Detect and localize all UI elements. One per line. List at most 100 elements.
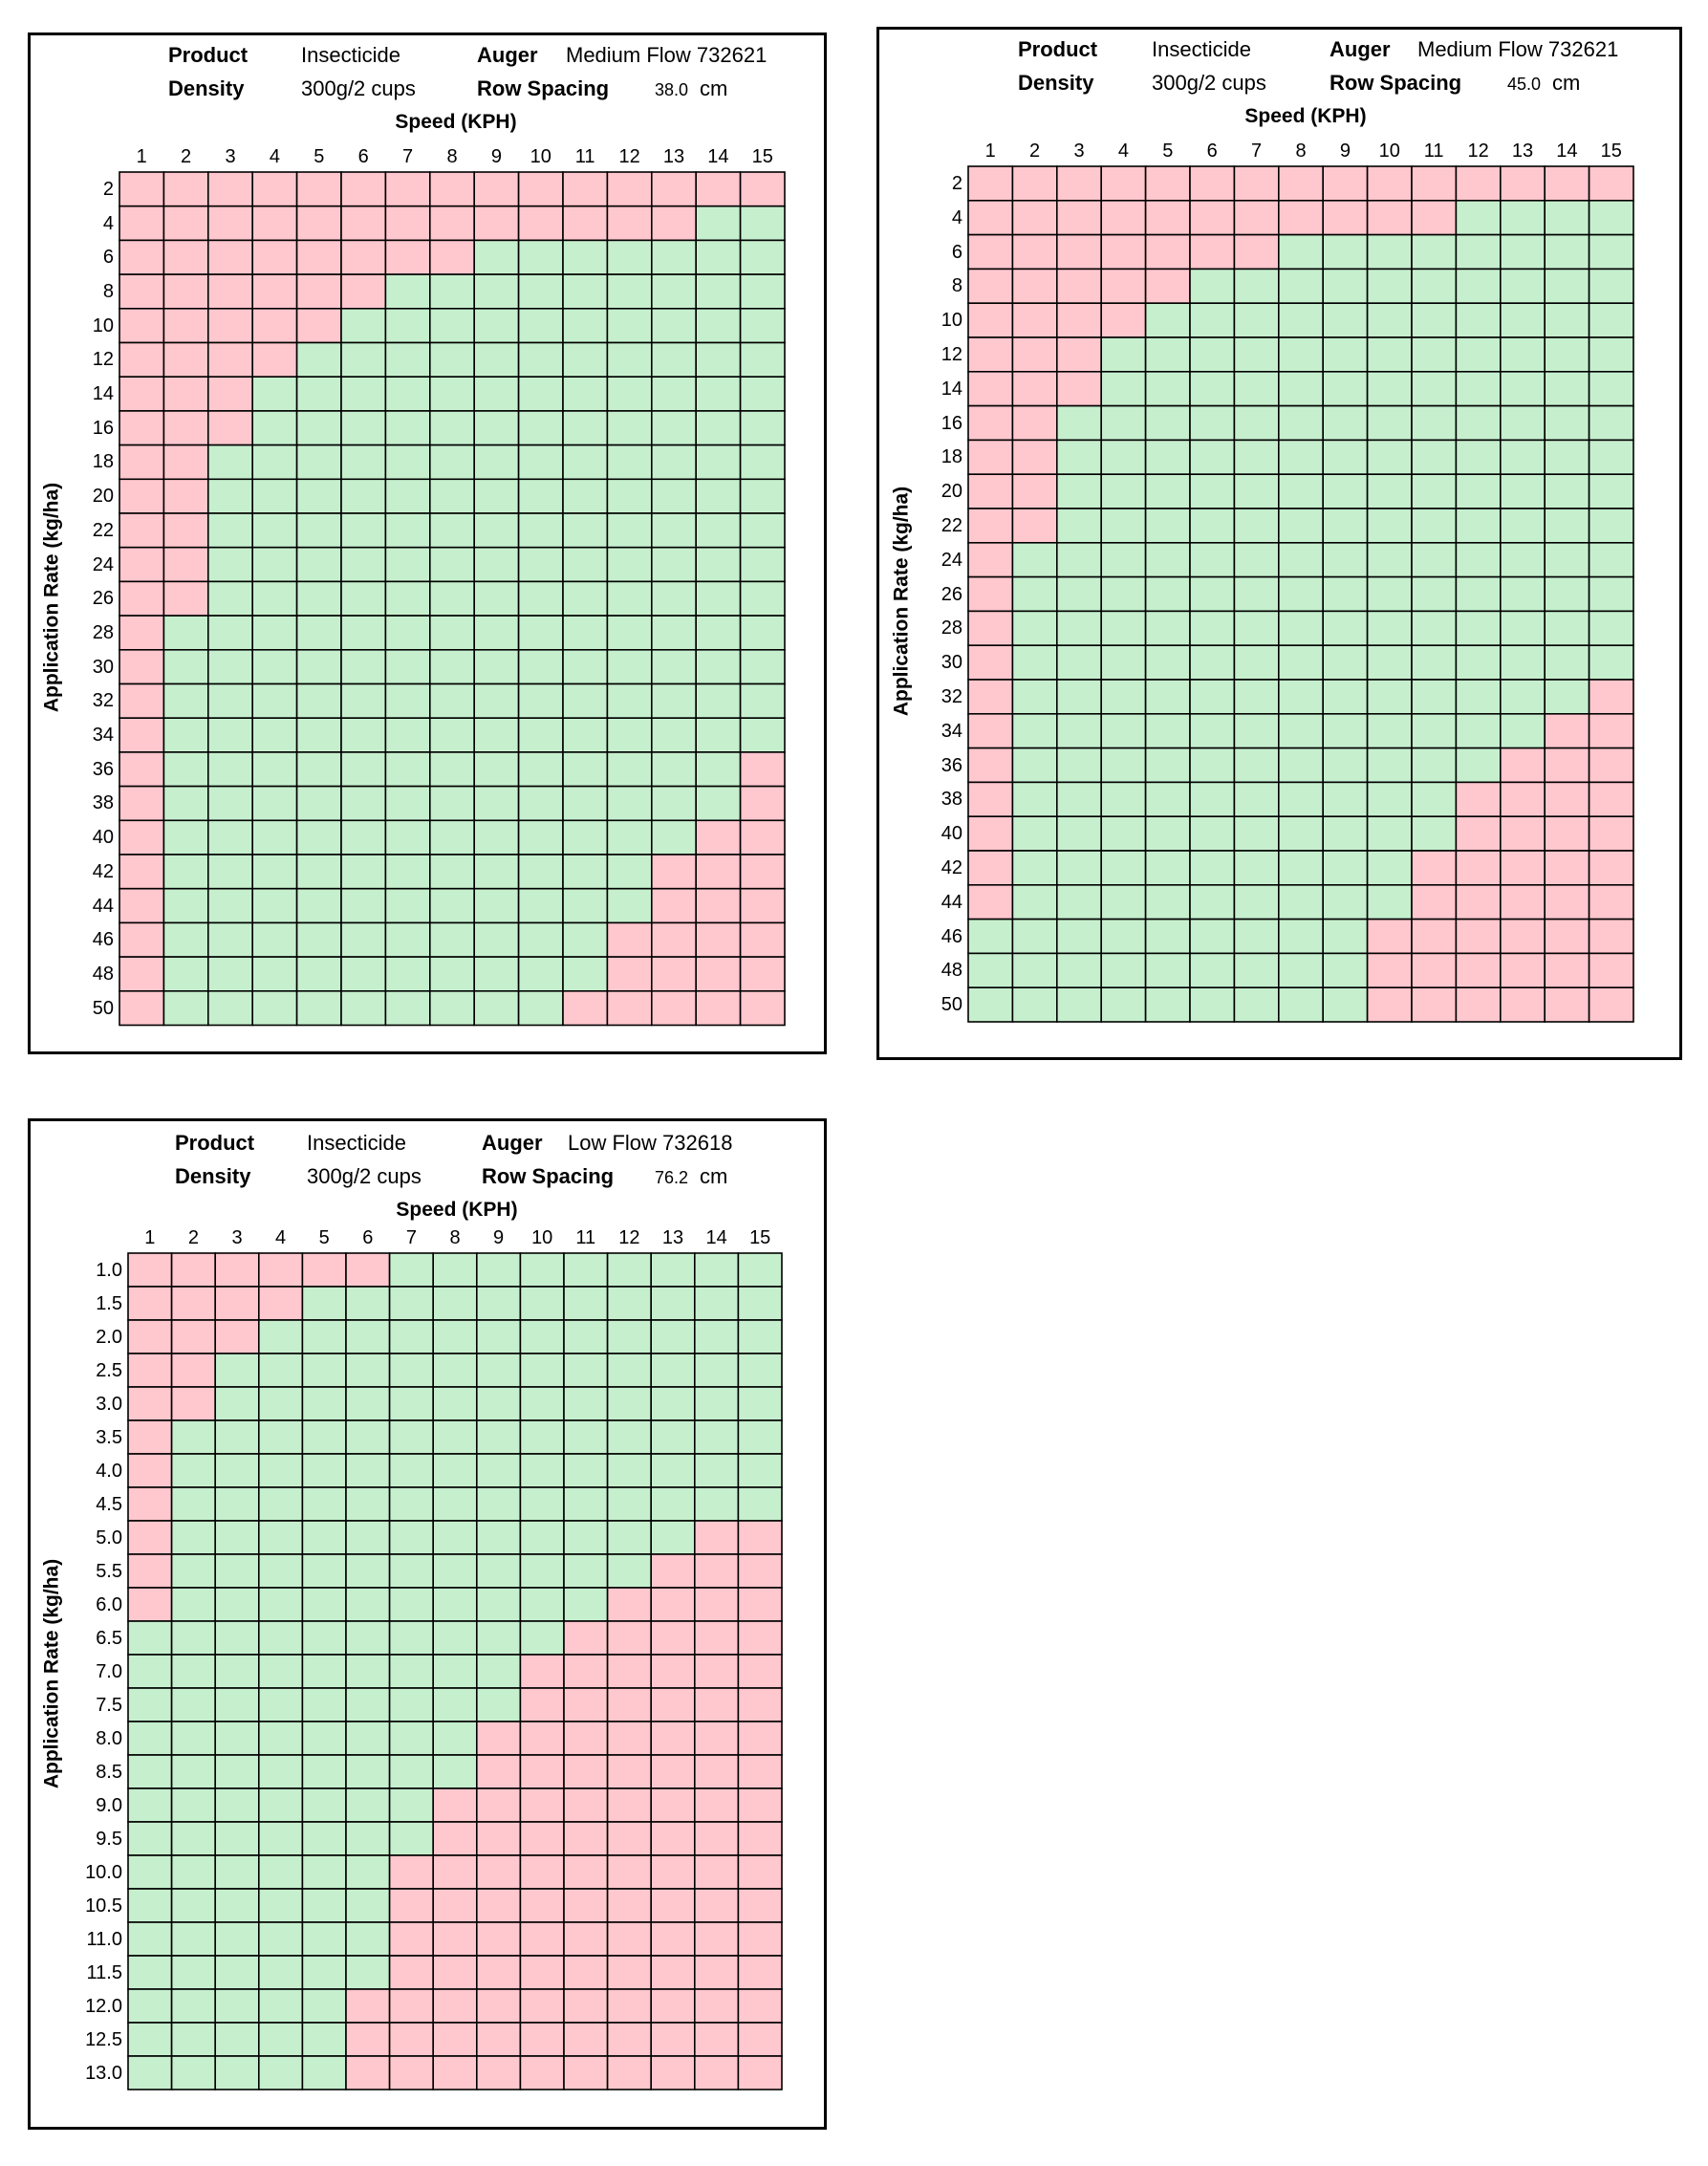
cell-3.0-11 (563, 1386, 609, 1421)
cell-34-7 (384, 717, 431, 753)
cell-12.0-14 (693, 1988, 740, 2024)
cell-48-14 (695, 956, 742, 992)
cell-1.0-4 (258, 1252, 304, 1288)
cell-6.0-15 (737, 1587, 783, 1622)
x-tick-label: 1 (984, 141, 996, 162)
cell-46-14 (695, 921, 742, 958)
cell-10-1 (119, 308, 165, 344)
cell-16-5 (295, 410, 342, 446)
cell-44-9 (1322, 883, 1369, 921)
cell-4-14 (1544, 199, 1590, 236)
cell-14-10 (1366, 371, 1413, 407)
product-label: Product (168, 43, 249, 67)
y-tick-label: 30 (92, 656, 114, 678)
cell-2-14 (1544, 165, 1590, 202)
cell-40-3 (1056, 815, 1103, 852)
cell-10.0-15 (737, 1854, 783, 1890)
cell-12.0-3 (214, 1988, 260, 2024)
cell-20-3 (1056, 473, 1103, 509)
cell-6.0-10 (519, 1587, 565, 1622)
cell-4.0-7 (388, 1453, 435, 1488)
cell-16-7 (1233, 404, 1280, 442)
cell-5.5-5 (301, 1553, 347, 1589)
x-tick-label: 11 (1423, 141, 1444, 162)
cell-34-15 (739, 717, 786, 753)
cell-14-13 (650, 376, 697, 412)
cell-18-5 (1144, 439, 1191, 475)
cell-2.5-12 (606, 1353, 653, 1388)
cell-20-9 (473, 478, 520, 514)
y-tick-label: 11.5 (86, 1961, 122, 1983)
cell-1.5-3 (214, 1286, 260, 1321)
cell-18-4 (251, 444, 298, 481)
cell-28-11 (562, 615, 609, 651)
cell-48-13 (650, 956, 697, 992)
cell-30-14 (1544, 644, 1590, 681)
cell-8-14 (1544, 268, 1590, 305)
cell-8.0-11 (563, 1721, 609, 1756)
cell-14-6 (1189, 371, 1236, 407)
cell-30-7 (384, 648, 431, 685)
y-tick-label: 50 (92, 997, 114, 1019)
cell-1.0-3 (214, 1252, 260, 1288)
y-tick-label: 8.5 (96, 1761, 122, 1783)
cell-7.5-8 (432, 1687, 478, 1722)
x-tick-label: 3 (1073, 141, 1085, 162)
cell-38-10 (517, 785, 564, 822)
cell-9.5-7 (388, 1821, 435, 1856)
cell-50-6 (1189, 986, 1236, 1023)
cell-28-2 (162, 615, 209, 651)
cell-30-4 (251, 648, 298, 685)
y-tick-label: 26 (940, 583, 962, 605)
cell-8.5-5 (301, 1754, 347, 1789)
cell-48-11 (1411, 952, 1458, 989)
cell-4.5-13 (650, 1486, 696, 1522)
cell-28-5 (1144, 610, 1191, 646)
x-tick-label: 2 (187, 1227, 199, 1248)
cell-6-9 (473, 239, 520, 275)
cell-34-13 (650, 717, 697, 753)
cell-6-7 (384, 239, 431, 275)
cell-1.0-14 (693, 1252, 740, 1288)
cell-44-3 (1056, 883, 1103, 921)
cell-16-15 (739, 410, 786, 446)
cell-40-4 (251, 819, 298, 856)
cell-30-12 (1455, 644, 1502, 681)
cell-50-9 (473, 989, 520, 1027)
cell-44-8 (1277, 883, 1324, 921)
cell-18-5 (295, 444, 342, 481)
y-tick-label: 28 (92, 621, 114, 643)
cell-6-15 (739, 239, 786, 275)
cell-8.5-12 (606, 1754, 653, 1789)
cell-12.5-9 (475, 2022, 522, 2057)
cell-26-5 (295, 580, 342, 617)
cell-10.0-2 (170, 1854, 216, 1890)
y-tick-label: 4.5 (96, 1493, 122, 1515)
cell-30-12 (606, 648, 653, 685)
cell-28-8 (428, 615, 475, 651)
cell-48-4 (1100, 952, 1147, 989)
cell-40-7 (384, 819, 431, 856)
cell-8.5-4 (258, 1754, 304, 1789)
cell-48-8 (1277, 952, 1324, 989)
cell-1.5-10 (519, 1286, 565, 1321)
cell-10-5 (1144, 302, 1191, 338)
cell-50-10 (517, 989, 564, 1027)
cell-26-1 (119, 580, 165, 617)
cell-38-9 (473, 785, 520, 822)
cell-48-7 (384, 956, 431, 992)
cell-40-15 (1588, 815, 1634, 852)
cell-9.0-2 (170, 1787, 216, 1823)
cell-12.0-1 (127, 1988, 173, 2024)
cell-34-15 (1588, 712, 1634, 749)
cell-50-3 (1056, 986, 1103, 1023)
cell-36-11 (1411, 747, 1458, 784)
cell-34-8 (1277, 712, 1324, 749)
cell-38-6 (1189, 781, 1236, 818)
cell-6-13 (1499, 233, 1546, 271)
cell-24-5 (295, 546, 342, 583)
cell-48-12 (606, 956, 653, 992)
cell-2.0-15 (737, 1319, 783, 1354)
cell-12-6 (340, 341, 387, 379)
cell-20-15 (739, 478, 786, 514)
